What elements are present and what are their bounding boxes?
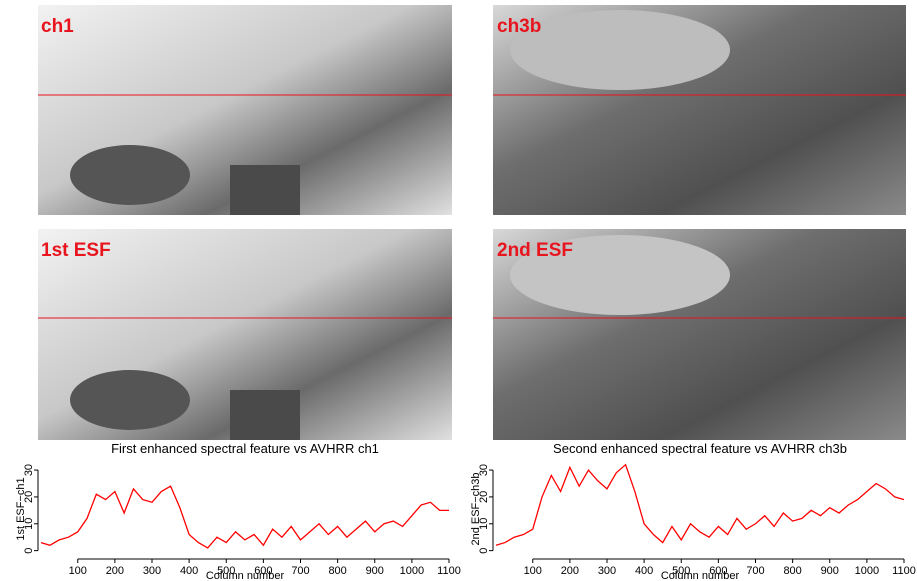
figure: ch1 ch3b 1st ESF 2nd ESF First enhanced …	[0, 0, 917, 581]
x-tick-label: 400	[635, 565, 653, 577]
y-tick-label: 30	[23, 464, 35, 476]
x-tick-label: 200	[561, 565, 579, 577]
x-tick-label: 800	[783, 565, 801, 577]
x-tick-label: 1100	[437, 565, 461, 577]
chart-title: Second enhanced spectral feature vs AVHR…	[553, 441, 847, 456]
y-tick-label: 20	[478, 491, 490, 503]
x-tick-label: 500	[672, 565, 690, 577]
x-tick-label: 700	[746, 565, 764, 577]
data-line	[41, 486, 449, 548]
x-tick-label: 800	[328, 565, 346, 577]
x-tick-label: 900	[821, 565, 839, 577]
image-label: 1st ESF	[41, 240, 111, 261]
image-shade	[70, 370, 190, 430]
image-panels: ch1 ch3b 1st ESF 2nd ESF	[38, 5, 906, 440]
y-tick-label: 30	[478, 464, 490, 476]
data-line	[496, 465, 904, 546]
x-tick-label: 600	[254, 565, 272, 577]
x-tick-label: 900	[366, 565, 384, 577]
x-tick-label: 1100	[892, 565, 916, 577]
image-label: ch1	[41, 16, 74, 37]
chart-title: First enhanced spectral feature vs AVHRR…	[111, 441, 379, 456]
x-tick-label: 300	[598, 565, 616, 577]
image-label: ch3b	[497, 16, 541, 37]
image-shade	[510, 10, 730, 90]
image-shade	[70, 145, 190, 205]
x-tick-label: 1000	[855, 565, 879, 577]
image-label: 2nd ESF	[497, 240, 573, 261]
y-tick-label: 10	[23, 518, 35, 530]
x-tick-label: 100	[69, 565, 87, 577]
y-axis-label: 1st ESF−ch1	[15, 477, 27, 540]
y-tick-label: 0	[23, 548, 35, 554]
x-tick-label: 400	[180, 565, 198, 577]
x-tick-label: 500	[217, 565, 235, 577]
image-shade	[230, 390, 300, 440]
y-tick-label: 0	[478, 548, 490, 554]
y-tick-label: 10	[478, 518, 490, 530]
x-tick-label: 700	[291, 565, 309, 577]
x-tick-label: 300	[143, 565, 161, 577]
y-axis-label: 2nd ESF−ch3b	[470, 472, 482, 545]
image-shade	[230, 165, 300, 215]
x-tick-label: 100	[524, 565, 542, 577]
x-tick-label: 200	[106, 565, 124, 577]
x-tick-label: 1000	[400, 565, 424, 577]
x-tick-label: 600	[709, 565, 727, 577]
y-tick-label: 20	[23, 491, 35, 503]
